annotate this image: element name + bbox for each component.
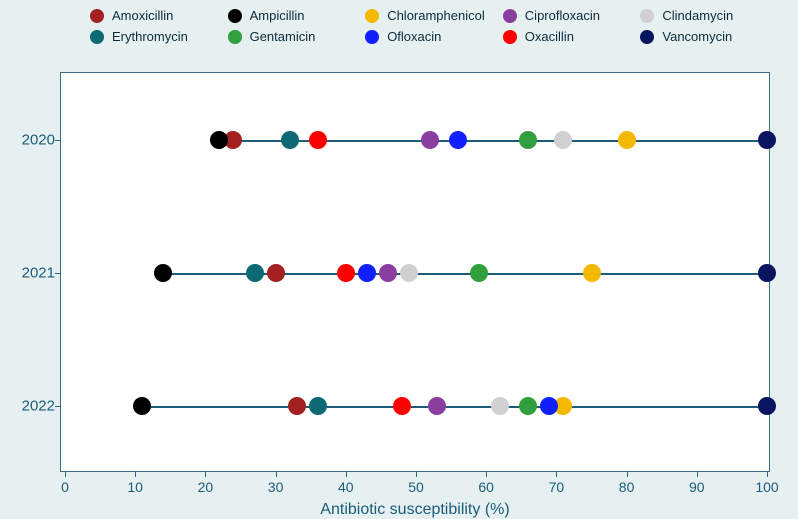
x-tick (627, 471, 628, 477)
x-tick-label: 10 (127, 479, 143, 495)
legend-swatch-icon (228, 30, 242, 44)
plot-area: Antibiotic susceptibility (%) 0102030405… (60, 72, 770, 472)
legend-item-gentamicin: Gentamicin (228, 29, 356, 44)
x-tick (767, 471, 768, 477)
x-tick (556, 471, 557, 477)
dot-ofloxacin-2021 (358, 264, 376, 282)
x-tick-label: 0 (61, 479, 69, 495)
x-tick-label: 40 (338, 479, 354, 495)
legend-label: Oxacillin (525, 29, 574, 44)
legend-swatch-icon (90, 30, 104, 44)
row-line-2020 (219, 140, 767, 142)
x-tick-label: 100 (755, 479, 778, 495)
dot-erythromycin-2022 (309, 397, 327, 415)
x-tick-label: 80 (619, 479, 635, 495)
legend-swatch-icon (90, 9, 104, 23)
x-tick-label: 20 (198, 479, 214, 495)
dot-gentamicin-2021 (470, 264, 488, 282)
y-tick (55, 140, 61, 141)
legend-swatch-icon (365, 30, 379, 44)
dot-gentamicin-2020 (519, 131, 537, 149)
y-tick (55, 273, 61, 274)
x-tick (697, 471, 698, 477)
dot-gentamicin-2022 (519, 397, 537, 415)
susceptibility-chart: Amoxicillin Ampicillin Chloramphenicol Cipr… (0, 0, 798, 513)
x-tick-label: 30 (268, 479, 284, 495)
dot-ampicillin-2020 (210, 131, 228, 149)
x-tick-label: 60 (478, 479, 494, 495)
legend-item-oxacillin: Oxacillin (503, 29, 631, 44)
dot-ciprofloxacin-2022 (428, 397, 446, 415)
x-tick (416, 471, 417, 477)
legend-item-ciprofloxacin: Ciprofloxacin (503, 8, 631, 23)
dot-amoxicillin-2021 (267, 264, 285, 282)
dot-ampicillin-2021 (154, 264, 172, 282)
x-tick-label: 90 (689, 479, 705, 495)
dot-vancomycin-2021 (758, 264, 776, 282)
dot-ofloxacin-2022 (540, 397, 558, 415)
x-tick (65, 471, 66, 477)
legend-label: Clindamycin (662, 8, 733, 23)
x-tick-label: 70 (549, 479, 565, 495)
legend-label: Ofloxacin (387, 29, 441, 44)
dot-erythromycin-2020 (281, 131, 299, 149)
dot-vancomycin-2020 (758, 131, 776, 149)
y-tick-label: 2021 (15, 265, 55, 282)
legend-item-clindamycin: Clindamycin (640, 8, 768, 23)
legend-label: Amoxicillin (112, 8, 173, 23)
legend: Amoxicillin Ampicillin Chloramphenicol Cipr… (90, 8, 768, 44)
legend-label: Ciprofloxacin (525, 8, 600, 23)
dot-oxacillin-2020 (309, 131, 327, 149)
legend-item-ofloxacin: Ofloxacin (365, 29, 493, 44)
legend-swatch-icon (640, 30, 654, 44)
dot-erythromycin-2021 (246, 264, 264, 282)
legend-label: Chloramphenicol (387, 8, 485, 23)
x-tick (276, 471, 277, 477)
legend-swatch-icon (640, 9, 654, 23)
legend-item-erythromycin: Erythromycin (90, 29, 218, 44)
legend-item-vancomycin: Vancomycin (640, 29, 768, 44)
x-tick (135, 471, 136, 477)
dot-ciprofloxacin-2020 (421, 131, 439, 149)
x-tick (486, 471, 487, 477)
legend-item-ampicillin: Ampicillin (228, 8, 356, 23)
legend-swatch-icon (503, 9, 517, 23)
dot-ciprofloxacin-2021 (379, 264, 397, 282)
x-tick-label: 50 (408, 479, 424, 495)
dot-chloramphenicol-2020 (618, 131, 636, 149)
legend-swatch-icon (228, 9, 242, 23)
legend-label: Ampicillin (250, 8, 305, 23)
x-tick (205, 471, 206, 477)
y-tick-label: 2022 (15, 398, 55, 415)
legend-swatch-icon (365, 9, 379, 23)
dot-ampicillin-2022 (133, 397, 151, 415)
dot-clindamycin-2020 (554, 131, 572, 149)
x-tick (346, 471, 347, 477)
dot-oxacillin-2022 (393, 397, 411, 415)
legend-item-amoxicillin: Amoxicillin (90, 8, 218, 23)
dot-ofloxacin-2020 (449, 131, 467, 149)
dot-chloramphenicol-2021 (583, 264, 601, 282)
y-tick (55, 406, 61, 407)
legend-label: Erythromycin (112, 29, 188, 44)
x-axis-title: Antibiotic susceptibility (%) (320, 501, 509, 519)
legend-label: Vancomycin (662, 29, 732, 44)
dot-oxacillin-2021 (337, 264, 355, 282)
dot-clindamycin-2022 (491, 397, 509, 415)
dot-clindamycin-2021 (400, 264, 418, 282)
dot-amoxicillin-2022 (288, 397, 306, 415)
dot-vancomycin-2022 (758, 397, 776, 415)
legend-swatch-icon (503, 30, 517, 44)
legend-label: Gentamicin (250, 29, 316, 44)
row-line-2022 (142, 406, 767, 408)
y-tick-label: 2020 (15, 131, 55, 148)
legend-item-chloramphenicol: Chloramphenicol (365, 8, 493, 23)
